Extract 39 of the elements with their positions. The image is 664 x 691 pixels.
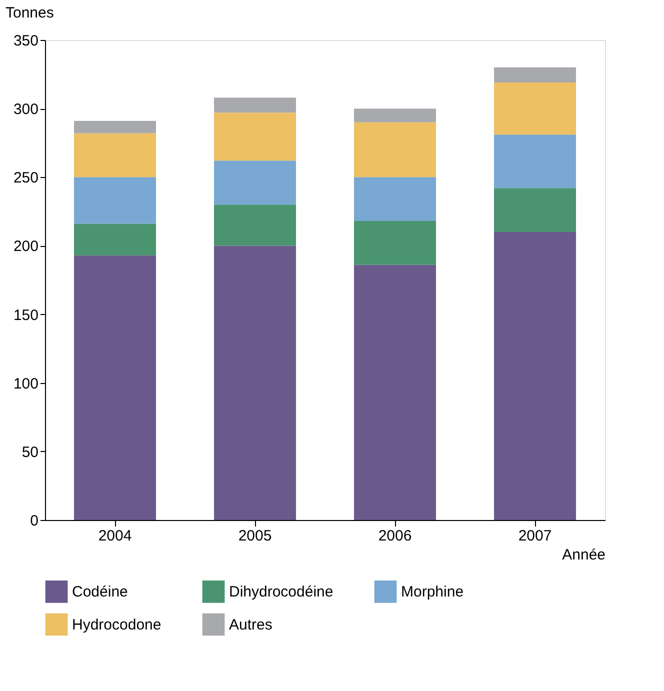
bar (214, 160, 296, 205)
legend-label: Morphine (401, 584, 464, 601)
bar (74, 133, 156, 178)
bar (354, 108, 436, 122)
legend-label: Hydrocodone (72, 616, 162, 634)
x-tick-label: 2006 (378, 528, 412, 544)
bar (354, 122, 436, 178)
x-axis-title: Année (562, 546, 606, 564)
y-tick-label: 250 (13, 170, 38, 187)
bar (74, 120, 156, 134)
bar (214, 98, 296, 113)
x-tick-label: 2007 (518, 528, 552, 544)
y-tick-label: 0 (30, 512, 38, 530)
y-tick-label: 200 (13, 238, 38, 256)
legend-label: Codéine (72, 584, 128, 601)
bar (74, 177, 156, 224)
x-tick-label: 2004 (98, 528, 132, 544)
bar (354, 177, 436, 222)
bar (494, 82, 576, 135)
y-tick-label: 150 (13, 306, 38, 324)
y-tick-label: 350 (13, 32, 38, 50)
bar (74, 255, 156, 520)
x-tick-label: 2005 (238, 528, 272, 544)
y-tick-label: 300 (13, 101, 38, 118)
legend-label: Autres (229, 616, 272, 634)
bar (214, 112, 296, 161)
bar (494, 134, 576, 188)
y-tick-label: 100 (13, 375, 38, 392)
bar (214, 204, 296, 246)
bar (494, 232, 576, 520)
bar (354, 264, 436, 520)
bar (214, 246, 296, 520)
bar (494, 67, 576, 83)
bar (74, 224, 156, 256)
y-tick-label: 50 (22, 444, 38, 461)
bar (354, 221, 436, 265)
bar (494, 188, 576, 232)
y-axis-title: Tonnes (6, 4, 54, 22)
legend-label: Dihydrocodéine (229, 584, 334, 601)
